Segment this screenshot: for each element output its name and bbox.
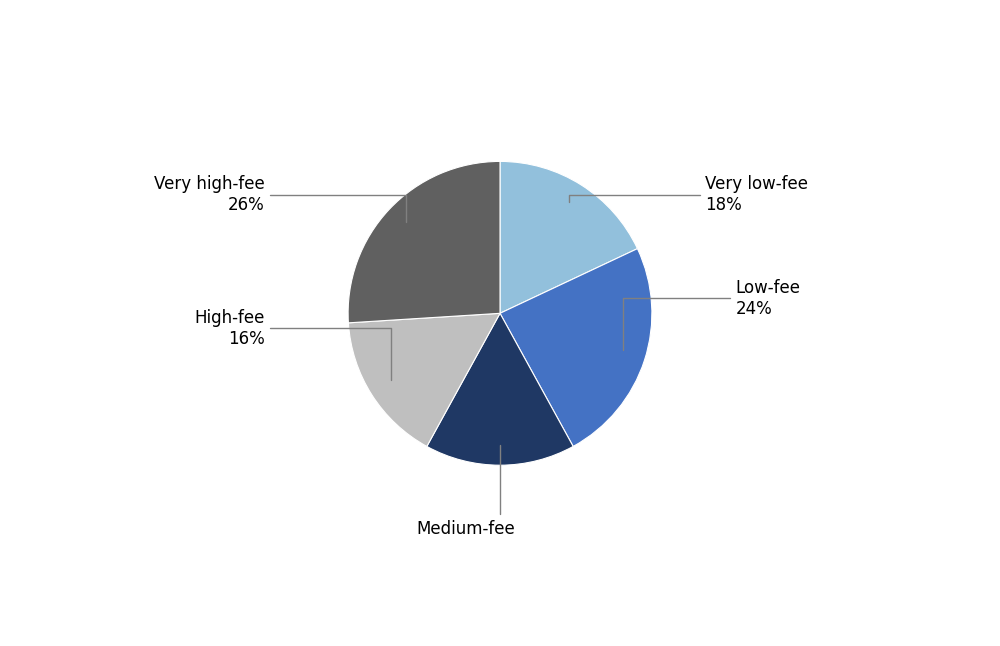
Text: Low-fee
24%: Low-fee 24% [623,278,800,350]
Text: High-fee
16%: High-fee 16% [194,309,391,380]
Wedge shape [348,313,500,446]
Wedge shape [427,313,573,465]
Wedge shape [500,162,637,313]
Wedge shape [348,162,500,323]
Text: Very high-fee
26%: Very high-fee 26% [154,176,406,222]
Wedge shape [500,249,652,446]
Text: Very low-fee
18%: Very low-fee 18% [569,176,808,214]
Text: Medium-fee: Medium-fee [416,445,515,538]
